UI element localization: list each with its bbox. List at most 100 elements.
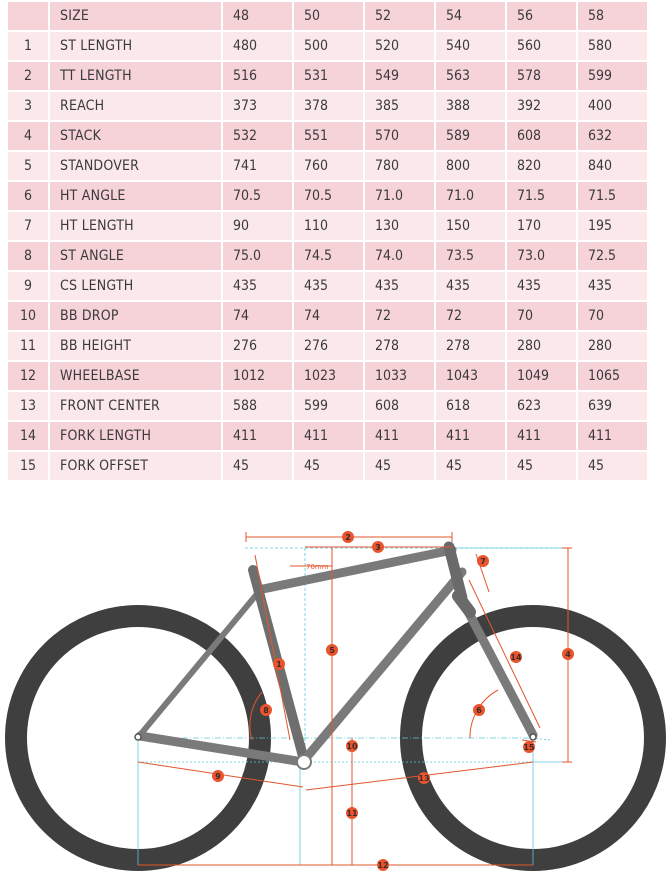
table-row: 10 BB DROP 74 74 72 72 70 70 xyxy=(8,302,647,330)
row-value-size-54: 388 xyxy=(436,92,505,120)
row-value-size-54: 540 xyxy=(436,32,505,60)
svg-text:1: 1 xyxy=(276,660,282,669)
svg-text:10: 10 xyxy=(346,742,358,751)
row-value-size-58: 71.5 xyxy=(578,182,647,210)
row-value-size-48: 588 xyxy=(223,392,292,420)
bottom-bracket xyxy=(296,754,312,770)
row-value-size-50: 531 xyxy=(294,62,363,90)
header-size-48: 48 xyxy=(223,2,292,30)
row-measurement-name: FRONT CENTER xyxy=(50,392,221,420)
row-value-size-56: 170 xyxy=(507,212,576,240)
row-index: 3 xyxy=(8,92,48,120)
table-row: 14 FORK LENGTH 411 411 411 411 411 411 xyxy=(8,422,647,450)
row-value-size-58: 632 xyxy=(578,122,647,150)
row-measurement-name: HT ANGLE xyxy=(50,182,221,210)
badge-12: 12 xyxy=(377,859,389,871)
row-value-size-54: 73.5 xyxy=(436,242,505,270)
row-value-size-52: 1033 xyxy=(365,362,434,390)
badge-11: 11 xyxy=(346,807,358,819)
row-index: 1 xyxy=(8,32,48,60)
table-row: 4 STACK 532 551 570 589 608 632 xyxy=(8,122,647,150)
row-value-size-52: 130 xyxy=(365,212,434,240)
badge-2: 2 xyxy=(342,531,354,543)
row-measurement-name: TT LENGTH xyxy=(50,62,221,90)
geometry-table: SIZE 48 50 52 54 56 58 1 ST LENGTH 480 500 5… xyxy=(6,0,649,482)
row-value-size-58: 599 xyxy=(578,62,647,90)
row-index: 15 xyxy=(8,452,48,480)
row-value-size-50: 276 xyxy=(294,332,363,360)
row-value-size-56: 578 xyxy=(507,62,576,90)
row-index: 12 xyxy=(8,362,48,390)
row-value-size-54: 411 xyxy=(436,422,505,450)
row-value-size-50: 760 xyxy=(294,152,363,180)
svg-text:8: 8 xyxy=(263,706,269,715)
badge-8: 8 xyxy=(260,704,272,716)
badge-5: 5 xyxy=(326,644,338,656)
svg-text:14: 14 xyxy=(510,653,522,662)
row-index: 2 xyxy=(8,62,48,90)
svg-text:5: 5 xyxy=(329,646,335,655)
front-axle xyxy=(529,733,537,741)
row-index: 8 xyxy=(8,242,48,270)
row-value-size-48: 74 xyxy=(223,302,292,330)
chain-stay xyxy=(135,731,308,767)
row-value-size-52: 72 xyxy=(365,302,434,330)
head-tube xyxy=(443,541,468,604)
row-value-size-48: 480 xyxy=(223,32,292,60)
row-index: 10 xyxy=(8,302,48,330)
table-row: 12 WHEELBASE 1012 1023 1033 1043 1049 1065 xyxy=(8,362,647,390)
row-value-size-50: 599 xyxy=(294,392,363,420)
row-measurement-name: FORK OFFSET xyxy=(50,452,221,480)
row-value-size-58: 1065 xyxy=(578,362,647,390)
row-value-size-56: 1049 xyxy=(507,362,576,390)
row-value-size-48: 90 xyxy=(223,212,292,240)
table-row: 1 ST LENGTH 480 500 520 540 560 580 xyxy=(8,32,647,60)
row-value-size-54: 72 xyxy=(436,302,505,330)
row-value-size-48: 741 xyxy=(223,152,292,180)
table-row: 2 TT LENGTH 516 531 549 563 578 599 xyxy=(8,62,647,90)
row-value-size-50: 110 xyxy=(294,212,363,240)
row-value-size-58: 70 xyxy=(578,302,647,330)
row-value-size-48: 45 xyxy=(223,452,292,480)
row-value-size-56: 608 xyxy=(507,122,576,150)
row-index: 9 xyxy=(8,272,48,300)
row-value-size-52: 570 xyxy=(365,122,434,150)
row-value-size-48: 70.5 xyxy=(223,182,292,210)
row-value-size-50: 70.5 xyxy=(294,182,363,210)
row-measurement-name: WHEELBASE xyxy=(50,362,221,390)
row-value-size-48: 276 xyxy=(223,332,292,360)
row-value-size-48: 532 xyxy=(223,122,292,150)
row-measurement-name: BB HEIGHT xyxy=(50,332,221,360)
svg-text:3: 3 xyxy=(375,543,381,552)
header-size-54: 54 xyxy=(436,2,505,30)
row-measurement-name: ST ANGLE xyxy=(50,242,221,270)
row-measurement-name: STACK xyxy=(50,122,221,150)
badge-1: 1 xyxy=(273,658,285,670)
row-value-size-56: 411 xyxy=(507,422,576,450)
row-value-size-58: 280 xyxy=(578,332,647,360)
row-value-size-50: 551 xyxy=(294,122,363,150)
row-index: 13 xyxy=(8,392,48,420)
row-measurement-name: REACH xyxy=(50,92,221,120)
row-index: 7 xyxy=(8,212,48,240)
row-value-size-52: 45 xyxy=(365,452,434,480)
row-value-size-58: 639 xyxy=(578,392,647,420)
badge-15: 15 xyxy=(523,741,535,753)
row-index: 6 xyxy=(8,182,48,210)
row-value-size-56: 280 xyxy=(507,332,576,360)
header-size-56: 56 xyxy=(507,2,576,30)
row-value-size-56: 623 xyxy=(507,392,576,420)
row-value-size-50: 411 xyxy=(294,422,363,450)
row-measurement-name: CS LENGTH xyxy=(50,272,221,300)
seat-stay xyxy=(137,585,265,738)
row-measurement-name: STANDOVER xyxy=(50,152,221,180)
row-value-size-52: 549 xyxy=(365,62,434,90)
table-row: 8 ST ANGLE 75.0 74.5 74.0 73.5 73.0 72.5 xyxy=(8,242,647,270)
row-value-size-58: 195 xyxy=(578,212,647,240)
row-value-size-58: 45 xyxy=(578,452,647,480)
row-measurement-name: FORK LENGTH xyxy=(50,422,221,450)
row-value-size-48: 373 xyxy=(223,92,292,120)
table-row: 5 STANDOVER 741 760 780 800 820 840 xyxy=(8,152,647,180)
badge-9: 9 xyxy=(212,770,224,782)
row-value-size-58: 435 xyxy=(578,272,647,300)
